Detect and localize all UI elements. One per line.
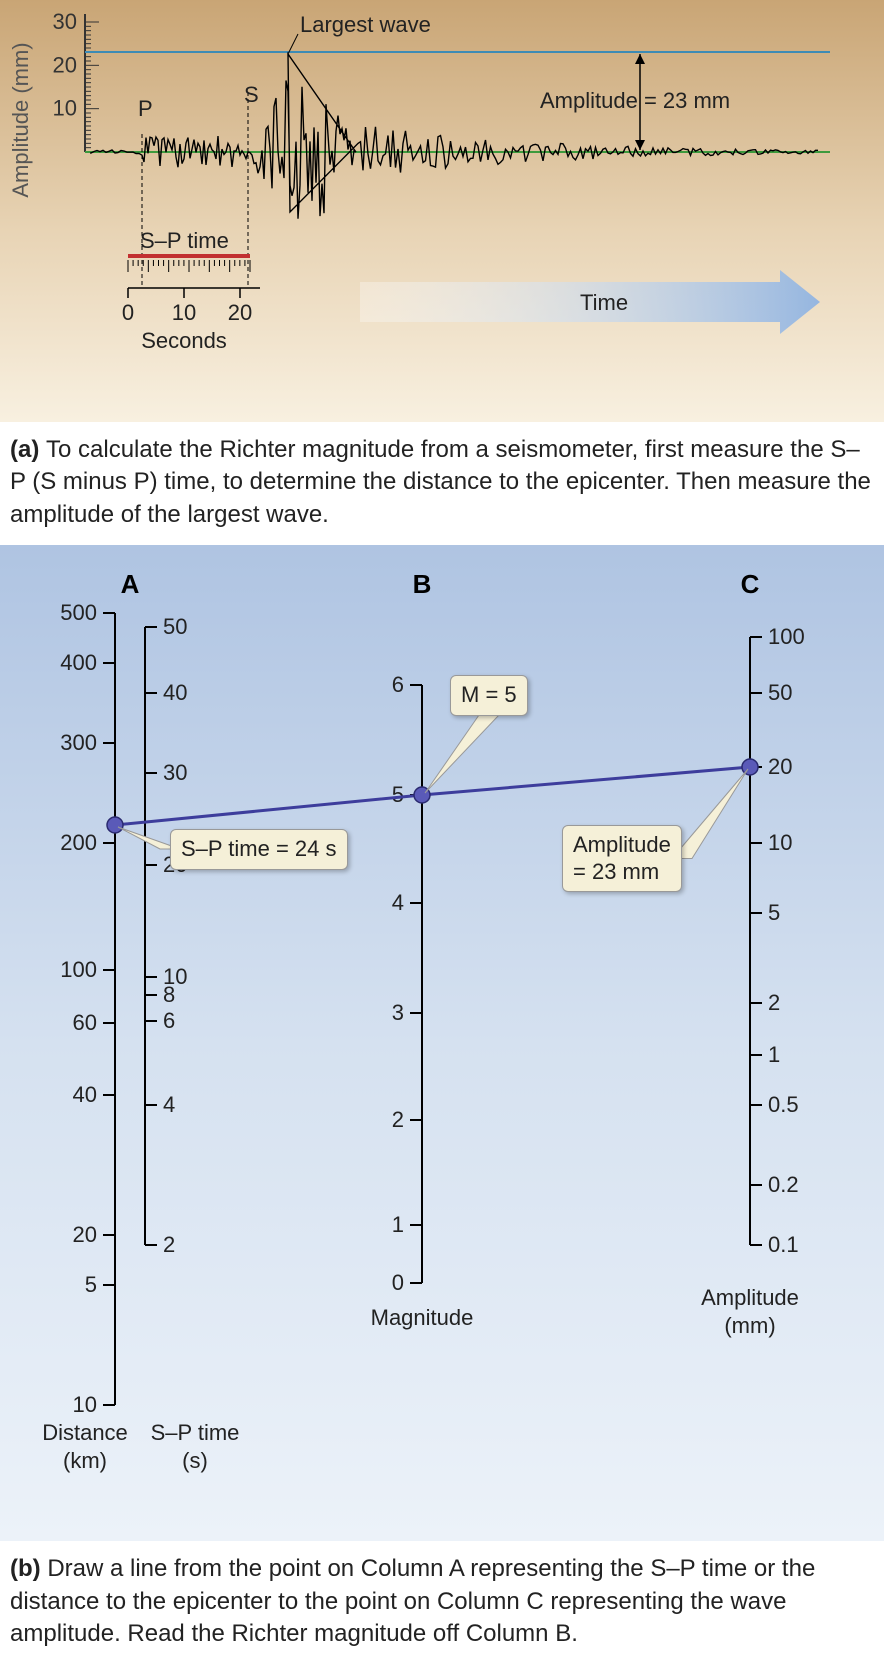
caption-b: (b) Draw a line from the point on Column…: [0, 1541, 884, 1664]
svg-text:2: 2: [768, 990, 780, 1015]
svg-text:Seconds: Seconds: [141, 328, 227, 353]
svg-text:50: 50: [768, 680, 792, 705]
svg-text:B: B: [413, 569, 432, 599]
nomogram-svg: A B C 500400300200100604020510 504030201…: [0, 545, 884, 1541]
callout-amplitude: Amplitude= 23 mm: [562, 825, 682, 892]
svg-text:S–P time: S–P time: [151, 1420, 240, 1445]
svg-text:Time: Time: [580, 290, 628, 315]
svg-text:(mm): (mm): [724, 1313, 775, 1338]
svg-text:6: 6: [392, 672, 404, 697]
svg-text:20: 20: [768, 754, 792, 779]
svg-text:P: P: [138, 96, 153, 121]
svg-text:2: 2: [163, 1232, 175, 1257]
svg-text:8: 8: [163, 982, 175, 1007]
svg-text:Distance: Distance: [42, 1420, 128, 1445]
caption-b-text: Draw a line from the point on Column A r…: [10, 1555, 815, 1647]
svg-text:0.1: 0.1: [768, 1232, 799, 1257]
svg-text:(s): (s): [182, 1448, 208, 1473]
svg-text:Amplitude = 23 mm: Amplitude = 23 mm: [540, 88, 730, 113]
svg-text:Magnitude: Magnitude: [371, 1305, 474, 1330]
svg-text:10: 10: [53, 96, 77, 121]
svg-text:30: 30: [163, 760, 187, 785]
svg-text:10: 10: [172, 300, 196, 325]
caption-b-prefix: (b): [10, 1555, 47, 1582]
svg-text:3: 3: [392, 1000, 404, 1025]
svg-text:40: 40: [163, 680, 187, 705]
svg-text:20: 20: [228, 300, 252, 325]
svg-text:Amplitude (mm): Amplitude (mm): [8, 42, 33, 197]
svg-text:2: 2: [392, 1107, 404, 1132]
svg-text:200: 200: [60, 830, 97, 855]
svg-text:A: A: [121, 569, 140, 599]
panel-a-seismogram: 10 20 30 P S Largest wave Amplitude = 23 m…: [0, 0, 884, 422]
svg-text:4: 4: [163, 1092, 175, 1117]
svg-text:4: 4: [392, 890, 404, 915]
callout-magnitude: M = 5: [450, 675, 528, 715]
svg-text:400: 400: [60, 650, 97, 675]
svg-text:20: 20: [53, 52, 77, 77]
svg-text:60: 60: [73, 1010, 97, 1035]
svg-text:(km): (km): [63, 1448, 107, 1473]
svg-text:S–P time: S–P time: [140, 228, 229, 253]
caption-a: (a) To calculate the Richter magnitude f…: [0, 422, 884, 545]
svg-text:1: 1: [768, 1042, 780, 1067]
panel-b-nomogram: A B C 500400300200100604020510 504030201…: [0, 545, 884, 1541]
caption-a-prefix: (a): [10, 436, 46, 463]
callout-sp-time: S–P time = 24 s: [170, 829, 348, 869]
svg-text:20: 20: [73, 1222, 97, 1247]
svg-text:0: 0: [122, 300, 134, 325]
svg-text:5: 5: [85, 1272, 97, 1297]
svg-text:6: 6: [163, 1008, 175, 1033]
svg-text:40: 40: [73, 1082, 97, 1107]
svg-text:0: 0: [392, 1270, 404, 1295]
svg-text:300: 300: [60, 730, 97, 755]
svg-text:50: 50: [163, 614, 187, 639]
svg-text:10: 10: [768, 830, 792, 855]
svg-text:C: C: [741, 569, 760, 599]
svg-text:Amplitude: Amplitude: [701, 1285, 799, 1310]
svg-text:1: 1: [392, 1212, 404, 1237]
caption-a-text: To calculate the Richter magnitude from …: [10, 436, 871, 528]
svg-text:500: 500: [60, 600, 97, 625]
seismogram-svg: 10 20 30 P S Largest wave Amplitude = 23 m…: [0, 0, 884, 422]
svg-text:5: 5: [392, 782, 404, 807]
svg-text:S: S: [244, 82, 259, 107]
svg-text:Largest wave: Largest wave: [300, 12, 431, 37]
svg-text:30: 30: [53, 9, 77, 34]
svg-text:10: 10: [73, 1392, 97, 1417]
svg-text:5: 5: [768, 900, 780, 925]
svg-text:100: 100: [768, 624, 805, 649]
svg-text:0.2: 0.2: [768, 1172, 799, 1197]
svg-text:100: 100: [60, 957, 97, 982]
svg-text:0.5: 0.5: [768, 1092, 799, 1117]
